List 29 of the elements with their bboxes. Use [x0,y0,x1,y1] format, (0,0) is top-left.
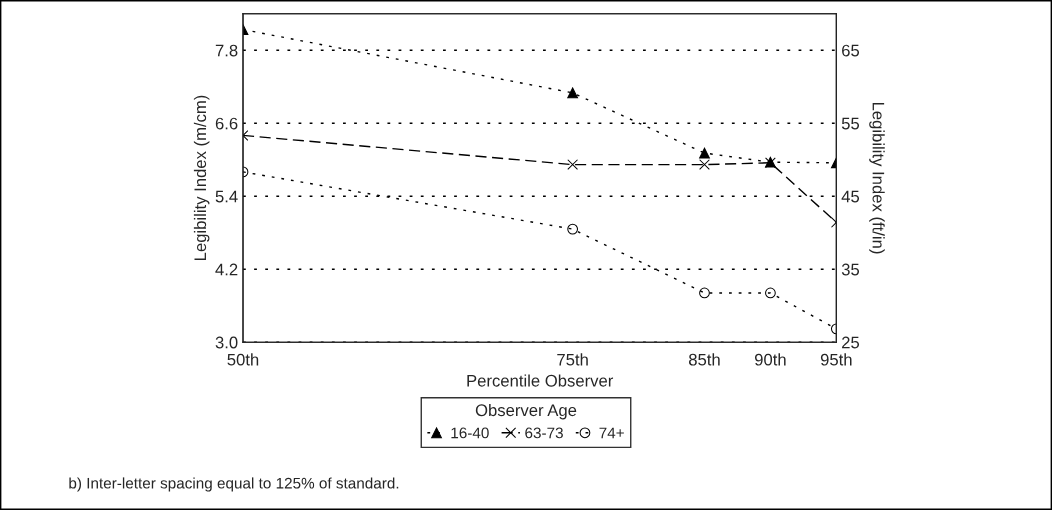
y2-tick-label: 55 [841,117,860,130]
point [567,159,579,170]
y-tick-label: 6.6 [215,117,238,130]
text: b) Inter-letter spacing equal to 125% of standard. [69,477,399,492]
legend-label: 63-73 [525,427,563,439]
point [699,159,710,170]
legend-title: Observer Age [475,403,577,420]
x-tick-label: 85th [689,353,720,366]
x-tick-label: 75th [557,353,588,366]
y2-tick-label: 35 [841,263,860,276]
point [699,287,710,299]
y-tick-label: 3.0 [215,336,238,349]
x-axis-title: Percentile Observer [467,374,614,387]
y2-tick-label: 25 [842,336,860,349]
y-tick-label: 4.2 [215,263,238,276]
y-tick-label: 5.4 [215,190,238,203]
point [699,147,710,159]
x-tick-label: 95th [820,353,852,366]
y-axis-title: Legibility Index (m/cm) [193,95,210,260]
y-tick-label: 7.8 [215,44,238,57]
legend-label: 16-40 [451,427,489,439]
x-tick-label: 50th [227,353,259,366]
y2-tick-label: 65 [842,44,860,57]
x-tick-label: 90th [754,353,786,366]
y2-tick-label: 45 [841,190,860,203]
point [567,223,579,235]
legend-label: 74+ [599,427,624,439]
point [765,287,776,299]
y2-axis-title: Legibility Index (ft/in) [869,102,885,254]
